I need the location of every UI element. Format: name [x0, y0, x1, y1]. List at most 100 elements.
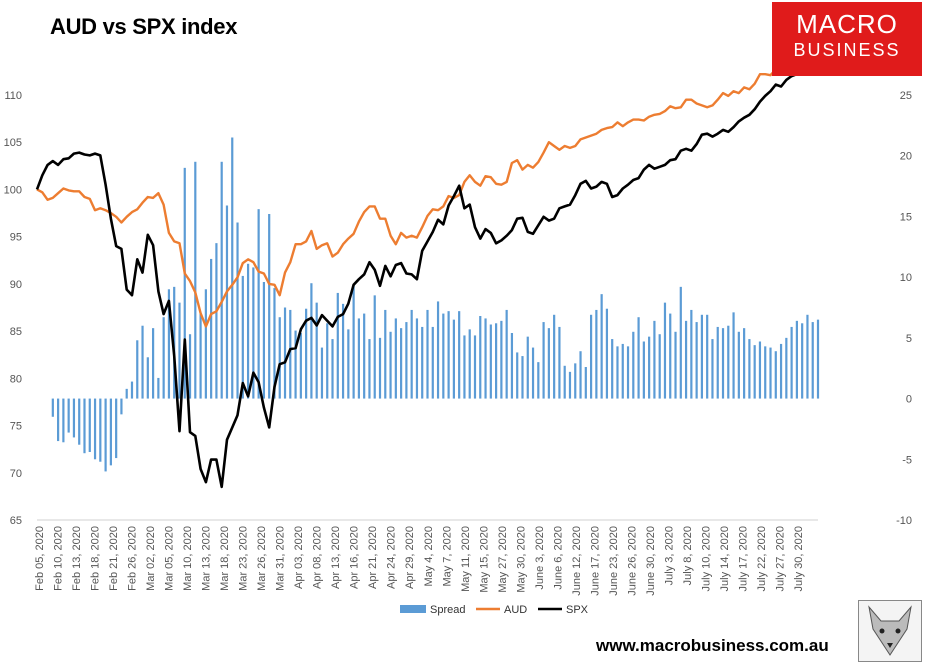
x-axis-tick: June 17, 2020: [589, 526, 601, 596]
spread-bar: [479, 316, 482, 399]
spread-bar: [526, 336, 529, 399]
spread-bar: [489, 324, 492, 399]
spread-bar: [220, 161, 223, 399]
spread-bar: [125, 388, 128, 399]
spread-bar: [331, 339, 334, 399]
right-axis-tick: 5: [906, 333, 912, 345]
legend-label-aud: AUD: [504, 604, 527, 616]
spread-bar: [146, 357, 149, 399]
spread-bar: [495, 323, 498, 399]
spread-bar: [257, 209, 260, 399]
spread-bar: [621, 343, 624, 399]
spread-bar: [505, 309, 508, 399]
spread-bar: [521, 356, 524, 399]
spread-bar: [236, 222, 239, 399]
spread-bar: [700, 314, 704, 399]
x-axis-tick: Apr 29, 2020: [404, 526, 416, 589]
right-axis-tick: -10: [896, 515, 912, 527]
spread-bar: [421, 326, 424, 399]
spread-bar: [368, 339, 371, 399]
spread-bar: [458, 311, 461, 399]
spread-bar: [320, 347, 324, 399]
spread-bar: [410, 309, 413, 399]
left-axis-tick: 85: [10, 326, 22, 338]
left-axis-tick: 75: [10, 421, 22, 433]
x-axis-tick: Feb 18, 2020: [90, 526, 102, 591]
spread-bar: [542, 322, 545, 399]
spread-bar: [151, 328, 155, 399]
chart-title: AUD vs SPX index: [50, 14, 238, 39]
spread-bar: [553, 314, 556, 399]
website-url[interactable]: www.macrobusiness.com.au: [596, 636, 829, 655]
spread-bar: [816, 319, 820, 399]
spread-bar: [363, 313, 366, 399]
spread-bar: [721, 328, 725, 399]
x-axis-tick: July 14, 2020: [719, 526, 731, 591]
macrobusiness-logo[interactable]: MACRO BUSINESS: [772, 2, 922, 76]
left-axis-tick: 110: [4, 90, 22, 102]
x-axis-tick: June 3, 2020: [534, 526, 546, 590]
x-axis-tick: Apr 24, 2020: [386, 526, 398, 589]
spread-bar: [246, 263, 250, 399]
spread-bar: [658, 334, 661, 399]
spread-bar: [51, 398, 54, 417]
spread-bar: [67, 398, 70, 433]
spread-bar: [188, 334, 192, 399]
spread-bar: [510, 333, 514, 399]
spread-bar: [616, 346, 619, 399]
spread-bar: [310, 283, 313, 399]
spread-bar: [83, 398, 86, 454]
spread-bar: [663, 302, 667, 399]
spread-bar: [679, 286, 682, 399]
spread-bar: [674, 331, 677, 399]
spread-bar: [199, 313, 202, 399]
x-axis-tick: Feb 26, 2020: [127, 526, 139, 591]
spread-bar: [231, 137, 234, 399]
x-axis-tick: Feb 21, 2020: [108, 526, 120, 591]
spread-bar: [605, 308, 609, 399]
spread-bar: [415, 318, 419, 399]
spread-bar: [426, 309, 429, 399]
x-axis-tick: May 11, 2020: [460, 526, 472, 592]
aud-line: [36, 49, 835, 328]
x-axis-tick: Mar 31, 2020: [275, 526, 287, 591]
spread-bar: [447, 311, 450, 399]
left-axis-tick: 70: [10, 468, 22, 480]
spread-bar: [595, 309, 598, 399]
spread-bar: [743, 328, 746, 399]
spread-bar: [706, 314, 709, 399]
spread-bar: [806, 314, 809, 399]
spread-bar: [99, 398, 102, 462]
spread-bar: [785, 337, 788, 399]
spread-bar: [648, 336, 651, 399]
spread-bar: [141, 325, 144, 399]
right-axis-tick: -5: [902, 454, 912, 466]
x-axis-tick: July 27, 2020: [774, 526, 786, 591]
x-axis-tick: Mar 10, 2020: [182, 526, 194, 591]
spread-bar: [795, 320, 798, 399]
spread-bar: [600, 294, 603, 399]
spread-bar: [373, 295, 376, 399]
x-axis-tick: Mar 26, 2020: [256, 526, 268, 591]
spread-bar: [574, 363, 577, 399]
spread-bar: [790, 326, 793, 399]
spread-bar: [378, 337, 382, 399]
spread-bar: [405, 322, 408, 399]
spread-bar: [93, 398, 97, 460]
spread-bar: [136, 340, 139, 399]
x-axis-tick: July 17, 2020: [737, 526, 749, 591]
spread-bar: [611, 339, 614, 399]
spread-bar: [737, 331, 740, 399]
spread-bar: [357, 318, 360, 399]
x-axis-tick: Mar 05, 2020: [164, 526, 176, 591]
spread-bar: [178, 302, 181, 399]
spread-bar: [162, 317, 165, 399]
spread-bar: [204, 289, 207, 399]
spread-bar: [341, 303, 345, 399]
spread-bar: [352, 284, 355, 399]
spread-bar: [516, 352, 519, 399]
spread-bar: [764, 346, 767, 399]
spread-bar: [72, 398, 76, 438]
spread-bar: [537, 362, 540, 399]
spread-bar: [241, 275, 244, 399]
